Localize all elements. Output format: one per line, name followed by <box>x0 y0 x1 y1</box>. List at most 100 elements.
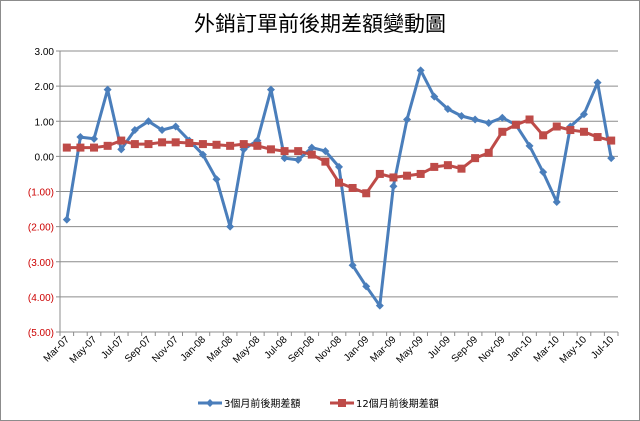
x-tick-label: Jul-10 <box>589 334 616 361</box>
data-point <box>362 189 371 198</box>
legend-label: 12個月前後期差額 <box>356 397 439 410</box>
data-point <box>171 138 180 147</box>
data-point <box>430 162 439 171</box>
y-tick-label: (3.00) <box>28 258 54 269</box>
x-tick-label: May-07 <box>68 334 100 366</box>
data-point <box>117 145 126 154</box>
legend: 3個月前後期差額 12個月前後期差額 <box>198 397 439 410</box>
data-point <box>566 126 575 135</box>
data-point <box>212 140 221 149</box>
data-point <box>90 134 99 143</box>
data-point <box>158 126 167 135</box>
x-tick-label: Jan-08 <box>179 334 209 364</box>
data-point <box>593 78 602 87</box>
data-point <box>280 154 289 163</box>
data-point <box>280 147 289 156</box>
data-point <box>198 150 207 159</box>
data-point <box>457 164 466 173</box>
data-point <box>579 110 588 119</box>
chart-title: 外銷訂單前後期差額變動圖 <box>194 12 446 36</box>
data-point <box>403 171 412 180</box>
data-point <box>307 143 316 152</box>
data-point <box>389 173 398 182</box>
data-point <box>525 141 534 150</box>
data-point <box>321 157 330 166</box>
data-point <box>484 119 493 128</box>
data-point <box>430 92 439 101</box>
data-point <box>443 104 452 113</box>
x-tick-label: Jan-10 <box>505 334 535 364</box>
data-point <box>335 178 343 187</box>
data-point <box>375 301 384 310</box>
data-point <box>607 136 616 145</box>
y-axis-tick-labels: 3.00 2.00 1.00 0.00 (1.00) (2.00) (3.00) (4.00)… <box>28 47 55 339</box>
data-point <box>484 148 493 157</box>
data-point <box>62 143 71 152</box>
x-tick-label: Sep-08 <box>286 334 317 365</box>
y-tick-label: 2.00 <box>35 82 55 93</box>
data-point <box>607 154 616 163</box>
y-tick-label: (2.00) <box>28 223 54 234</box>
axes <box>56 50 619 336</box>
data-point <box>348 183 357 192</box>
data-point <box>335 162 343 171</box>
x-tick-label: Jan-09 <box>342 334 372 364</box>
data-point <box>226 141 235 150</box>
data-point <box>579 127 588 136</box>
legend-marker <box>338 399 346 407</box>
data-point <box>348 261 357 270</box>
data-point <box>266 145 275 154</box>
y-tick-label: 3.00 <box>35 47 55 58</box>
data-point <box>552 122 561 131</box>
gridlines <box>60 50 618 333</box>
series-lines <box>62 66 616 310</box>
data-point <box>539 131 548 140</box>
data-point <box>498 113 507 122</box>
data-point <box>389 182 398 191</box>
data-point <box>471 115 480 124</box>
x-tick-label: Mar-10 <box>532 334 562 364</box>
y-tick-label: (1.00) <box>28 188 54 199</box>
data-point <box>185 139 194 148</box>
legend-marker <box>206 399 214 407</box>
data-point <box>198 140 207 149</box>
x-tick-label: Nov-07 <box>150 334 181 365</box>
x-tick-label: May-09 <box>394 334 426 366</box>
x-tick-label: Mar-09 <box>368 334 398 364</box>
x-tick-label: Nov-09 <box>477 334 508 365</box>
data-point <box>171 122 180 131</box>
data-point <box>103 85 112 94</box>
data-point <box>117 136 126 145</box>
data-point <box>62 215 71 224</box>
y-tick-label: (4.00) <box>28 293 54 304</box>
x-tick-label: Sep-07 <box>123 334 154 365</box>
data-point <box>457 111 466 120</box>
data-point <box>539 168 548 177</box>
data-point <box>294 147 303 156</box>
data-point <box>416 169 425 178</box>
data-point <box>239 140 248 149</box>
data-point <box>144 140 153 149</box>
data-point <box>471 154 480 163</box>
data-point <box>321 147 330 156</box>
data-point <box>375 169 384 178</box>
data-point <box>362 282 371 291</box>
data-point <box>130 126 139 135</box>
data-point <box>144 117 153 126</box>
data-point <box>226 222 235 231</box>
data-point <box>76 143 85 152</box>
data-point <box>511 120 520 129</box>
y-tick-label: 0.00 <box>35 152 55 163</box>
data-point <box>552 198 561 207</box>
legend-label: 3個月前後期差額 <box>224 397 300 410</box>
data-point <box>498 127 507 136</box>
data-point <box>158 138 167 147</box>
data-point <box>416 66 425 75</box>
data-point <box>403 115 412 124</box>
x-tick-label: Mar-08 <box>205 334 235 364</box>
y-tick-label: (5.00) <box>28 328 54 339</box>
data-point <box>525 115 534 124</box>
